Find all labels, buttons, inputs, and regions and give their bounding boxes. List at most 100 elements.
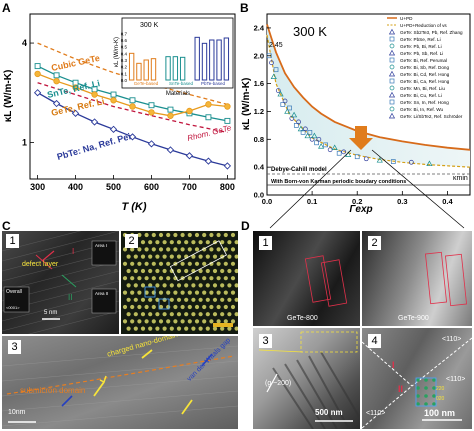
panel-c2-atom <box>144 276 149 281</box>
panel-a-ytick-label: 1 <box>22 137 27 147</box>
panel-a-point-2-6 <box>148 109 155 116</box>
panel-b-legend-marker <box>388 28 396 35</box>
panel-a-inset-bar-2-3 <box>216 39 222 81</box>
panel-a-point-4-7 <box>166 146 175 154</box>
panel-b-point-32 <box>376 156 383 163</box>
panel-d4-I: I <box>392 360 395 370</box>
panel-b-temp: 300 K <box>293 24 327 39</box>
panel-a-inset-group-pbte: PbTe-based <box>201 81 226 86</box>
panel-b-bvk: With Born-von Karman periodic boudary co… <box>271 179 406 185</box>
panel-a-point-4-4 <box>109 125 118 133</box>
panel-a-point-2-9 <box>205 101 212 108</box>
panel-a-point-1-7 <box>167 106 174 113</box>
panel-a-x-ticks: 300 400 500 600 700 800 <box>30 175 235 192</box>
panel-letter-c: C <box>2 219 11 233</box>
panel-a-point-2-3 <box>91 91 98 98</box>
panel-d4-dir2: <110> <box>446 376 466 383</box>
panel-b-kmin: κmin <box>453 175 468 182</box>
panel-b-shaded-band <box>267 24 470 168</box>
panel-letter-d: D <box>241 219 250 233</box>
panel-d2-caption: GeTe-900 <box>398 315 429 322</box>
panel-b-points <box>266 53 433 167</box>
panel-c2-atom <box>148 254 153 259</box>
panel-b-legend-label: GeTe: Bi, Cd, Ref. Hong <box>400 72 450 77</box>
panel-c2-atom <box>144 232 149 238</box>
panel-b-legend-label: GeTe: Pb, Bi, Ref. Li <box>400 44 442 49</box>
panel-c2-atom <box>194 232 200 238</box>
panel-c2-atom <box>140 254 146 259</box>
panel-b-point-28 <box>341 149 347 155</box>
panel-a-inset-bar-1-1 <box>172 56 179 81</box>
panel-c2-atom <box>227 254 232 259</box>
panel-b-point-11 <box>290 111 298 118</box>
panel-a-point-1-10 <box>224 117 231 124</box>
panel-b-ytick-label: 1.2 <box>254 107 264 116</box>
panel-c3-scale: 10nm <box>8 409 26 416</box>
panel-b-ytick-label: 2.4 <box>254 23 265 32</box>
panel-a-series-line-3 <box>37 82 228 134</box>
panel-c2-atom <box>155 283 160 288</box>
panel-c2-atom <box>137 232 142 238</box>
panel-b-plot-frame <box>266 13 471 196</box>
panel-a-inset-bar-0-3 <box>150 58 157 81</box>
panel-b-xtick-label: 0.2 <box>352 197 362 206</box>
panel-b-ytick-label: 0.4 <box>254 163 265 172</box>
panel-c2-atom <box>162 240 167 245</box>
panel-c2-atom <box>194 290 200 295</box>
panel-b-legend-label: U+PD <box>400 16 413 21</box>
panel-c2-atom <box>205 297 210 302</box>
panel-c2-atom <box>155 268 160 274</box>
panel-a-point-1-1 <box>53 72 60 79</box>
panel-a-point-2-0 <box>34 70 41 78</box>
panel-letter-a: A <box>2 1 11 15</box>
panel-a-point-4-10 <box>223 162 232 170</box>
panel-c2-image: 2 <box>121 231 238 334</box>
panel-c2-atom <box>194 319 200 324</box>
panel-c1-I-label: I <box>72 247 75 256</box>
panel-b-legend-label: GeTe: Sn, In, Ref. Hong <box>400 100 449 105</box>
panel-a-point-1-5 <box>129 97 136 104</box>
connector-left <box>269 149 352 229</box>
panel-d4-II: II <box>398 384 404 394</box>
panel-c2-atom <box>230 319 236 324</box>
panel-c2-atom <box>223 319 228 324</box>
panel-c2-atom <box>212 297 218 302</box>
panel-c2-atom <box>209 247 214 252</box>
panel-c2-atom <box>227 240 232 245</box>
panel-c2-atom <box>155 326 160 331</box>
panel-c2-atom <box>173 304 178 310</box>
panel-b-point-1 <box>269 60 274 66</box>
panel-a-inset-group-gete: GeTe-based <box>134 81 159 86</box>
panel-c2-atom <box>230 290 236 295</box>
panel-c2-atom <box>158 319 164 324</box>
panel-c2-atom <box>155 312 160 317</box>
panel-c2-atom <box>212 326 218 331</box>
panel-c2-atom <box>202 276 207 281</box>
panel-c2-atom <box>216 319 221 324</box>
panel-a-inset-bar-0-0 <box>128 52 135 81</box>
panel-c2-atom <box>169 254 174 259</box>
panel-d3-scale: 500 nm <box>315 408 343 417</box>
panel-c2-atom <box>176 240 182 245</box>
panel-b-point-16 <box>302 126 308 132</box>
panel-b-x-ticks: 0.0 0.1 0.2 0.3 0.4 <box>262 191 453 206</box>
panel-c2-atom <box>158 261 164 266</box>
panel-c2-atom <box>227 326 232 331</box>
panel-c2-atom <box>137 261 142 266</box>
panel-a-y-ticks: 41 <box>22 38 34 147</box>
panel-c2-atom <box>176 254 182 259</box>
panel-c2-atom <box>187 290 192 295</box>
panel-b-xtick-label: 0.1 <box>307 197 317 206</box>
panel-c2-atom <box>194 276 200 281</box>
panel-a-ylabel: κL (W/m-K) <box>3 70 14 123</box>
panel-a-inset-y-ticks: 0.7 0.6 0.50.4 0.3 0.20.1 0.0 <box>121 31 128 83</box>
panel-c3-image: 3 charged nano-domain submicron domain v… <box>2 336 238 429</box>
panel-c2-atom <box>223 232 228 238</box>
panel-b-xlabel: Γexp <box>349 204 372 215</box>
panel-c2-atom <box>133 268 138 274</box>
panel-c2-atom <box>140 297 146 302</box>
panel-b-legend-marker <box>389 85 395 91</box>
panel-b-legend-marker <box>388 112 396 119</box>
panel-a-point-4-5 <box>128 133 137 141</box>
panel-c2-atom <box>166 232 171 238</box>
